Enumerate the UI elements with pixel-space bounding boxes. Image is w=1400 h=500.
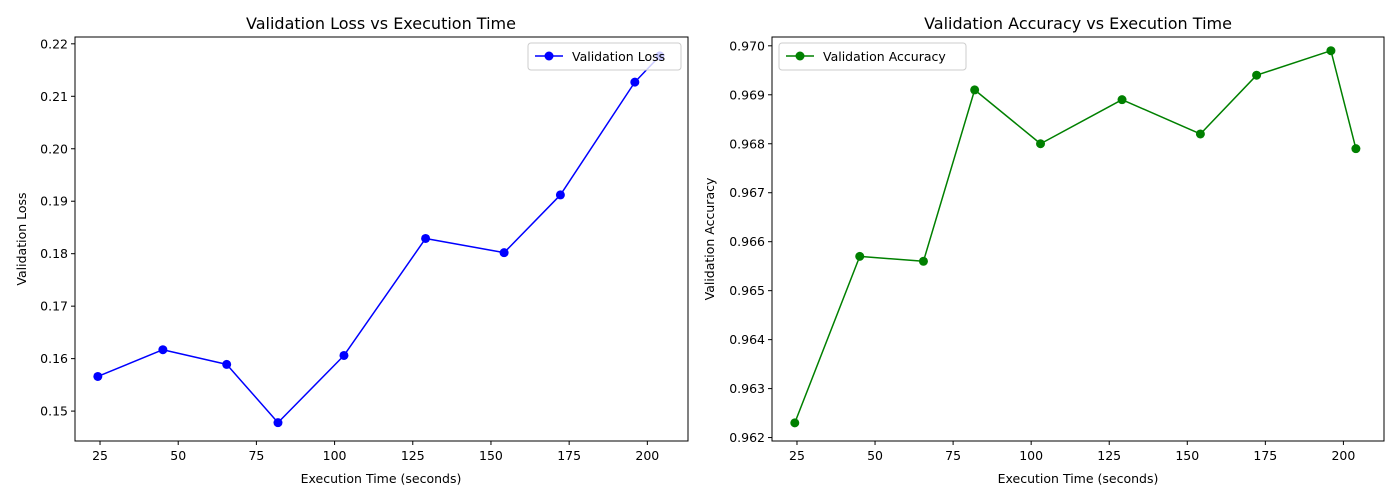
loss-legend-marker [544,51,554,61]
loss-x-tick-label: 200 [635,448,659,463]
accuracy-y-tick-label: 0.968 [729,136,765,151]
accuracy-y-tick-label: 0.969 [729,87,765,102]
accuracy-x-tick-label: 75 [945,448,961,463]
loss-data-point [222,359,232,369]
loss-data-point [555,190,565,200]
accuracy-x-tick-label: 125 [1097,448,1121,463]
loss-data-point [499,248,509,258]
accuracy-data-point [790,418,800,428]
accuracy-x-tick-label: 175 [1253,448,1277,463]
loss-data-point [273,418,283,428]
loss-y-tick-label: 0.16 [40,351,68,366]
accuracy-x-tick-label: 50 [867,448,883,463]
accuracy-data-point [1036,139,1046,149]
loss-series-line [97,55,661,424]
loss-data-point [421,233,431,243]
accuracy-data-point [1195,129,1205,139]
loss-x-tick-label: 25 [92,448,108,463]
accuracy-data-point [855,251,865,261]
accuracy-legend-label: Validation Accuracy [823,49,946,64]
loss-plot-area: 25 50 75 100 125 150 175 200 0.15 0.16 0.17 0.18 0.1… [40,36,665,463]
accuracy-y-tick-label: 0.965 [729,283,765,298]
loss-chart-title: Validation Loss vs Execution Time [246,14,516,33]
accuracy-legend: Validation Accuracy [778,42,967,71]
accuracy-series-line [794,49,1357,424]
loss-data-point [630,77,640,87]
loss-chart: Validation Loss vs Execution Time 25 50 75… [14,14,689,486]
accuracy-data-point [970,85,980,95]
loss-x-tick-label: 75 [248,448,264,463]
loss-y-tick-label: 0.19 [40,194,68,209]
accuracy-legend-marker [795,51,805,61]
accuracy-plot-area: 25 50 75 100 125 150 175 200 0.962 0.963 0.964 0.96… [729,38,1361,463]
accuracy-chart-title: Validation Accuracy vs Execution Time [924,14,1232,33]
accuracy-data-point [1326,46,1336,56]
accuracy-y-axis-label: Validation Accuracy [702,177,717,300]
loss-legend-label: Validation Loss [572,49,665,64]
accuracy-y-tick-label: 0.967 [729,185,765,200]
accuracy-y-tick-label: 0.970 [729,38,765,53]
loss-data-point [158,345,168,355]
accuracy-plot-frame [771,36,1385,442]
loss-y-tick-label: 0.17 [40,299,68,314]
loss-x-tick-label: 150 [479,448,503,463]
accuracy-data-point [1117,95,1127,105]
accuracy-data-point [1351,144,1361,154]
loss-y-tick-label: 0.21 [40,89,68,104]
accuracy-x-axis-label: Execution Time (seconds) [998,471,1159,486]
accuracy-y-tick-label: 0.966 [729,234,765,249]
accuracy-x-tick-label: 150 [1175,448,1199,463]
loss-y-tick-label: 0.15 [40,404,68,419]
loss-y-axis-label: Validation Loss [14,192,29,285]
accuracy-chart: Validation Accuracy vs Execution Time 25… [702,14,1385,486]
accuracy-legend-box [778,42,967,71]
loss-x-tick-label: 50 [170,448,186,463]
accuracy-x-tick-label: 25 [789,448,805,463]
accuracy-y-tick-label: 0.964 [729,332,765,347]
loss-x-tick-label: 125 [401,448,425,463]
loss-y-tick-label: 0.18 [40,246,68,261]
loss-legend: Validation Loss [527,42,682,71]
accuracy-x-tick-label: 100 [1019,448,1043,463]
loss-plot-frame [74,36,689,442]
loss-x-tick-label: 175 [557,448,581,463]
accuracy-y-tick-label: 0.963 [729,381,765,396]
loss-data-point [339,350,349,360]
accuracy-data-point [918,256,928,266]
loss-legend-box [527,42,682,71]
loss-x-tick-label: 100 [323,448,347,463]
loss-y-tick-label: 0.22 [40,36,68,51]
loss-x-axis-label: Execution Time (seconds) [301,471,462,486]
accuracy-x-tick-label: 200 [1331,448,1355,463]
loss-y-tick-label: 0.20 [40,141,68,156]
loss-data-point [93,371,103,381]
accuracy-y-tick-label: 0.962 [729,430,765,445]
accuracy-data-point [1252,70,1262,80]
